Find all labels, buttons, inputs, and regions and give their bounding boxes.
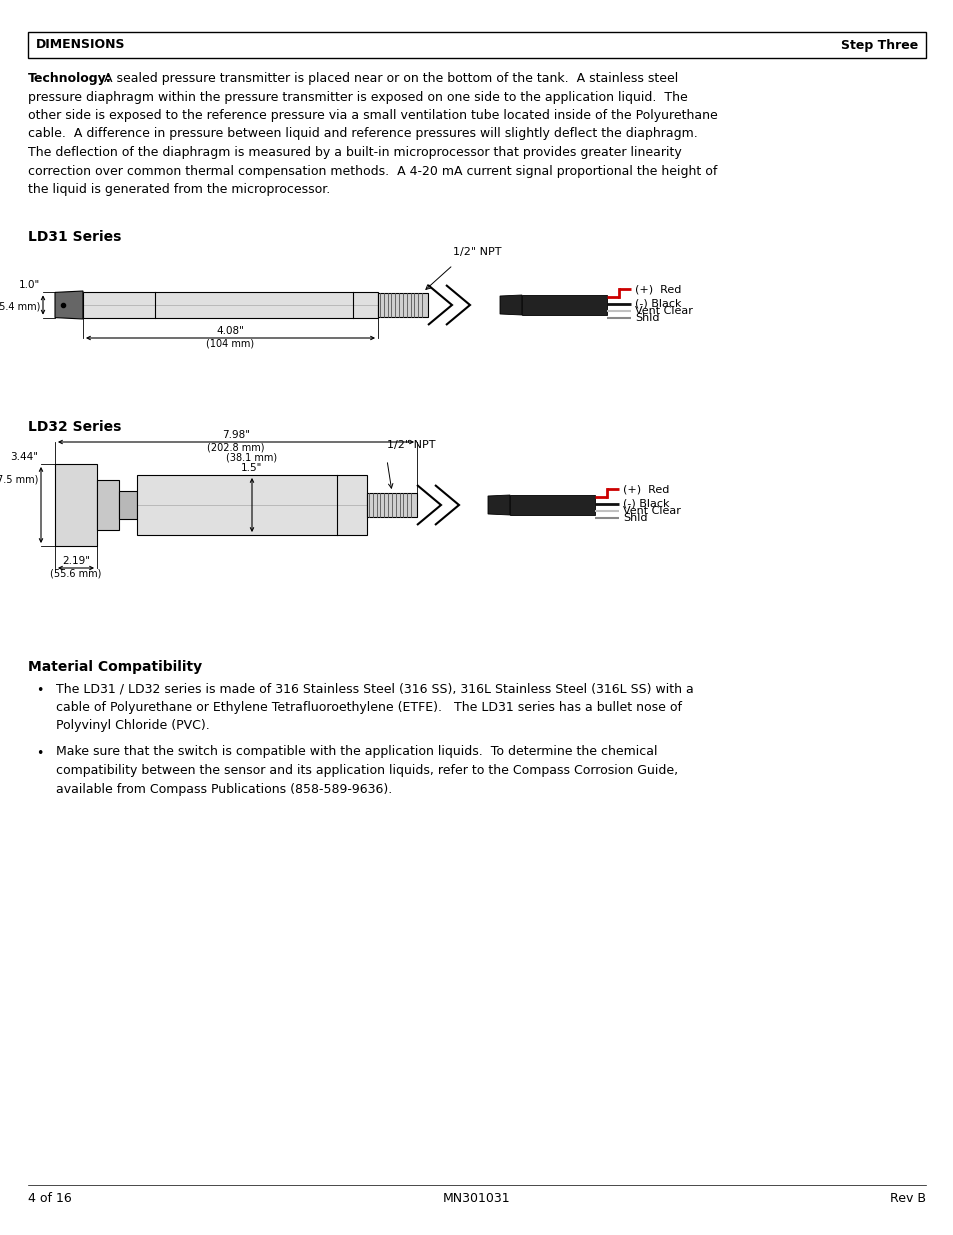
Text: 1.0": 1.0" xyxy=(19,280,40,290)
Bar xyxy=(55,464,97,546)
Bar xyxy=(510,495,595,515)
Text: •: • xyxy=(36,747,44,761)
Bar xyxy=(377,293,428,317)
Text: cable of Polyurethane or Ethylene Tetrafluoroethylene (ETFE).   The LD31 series : cable of Polyurethane or Ethylene Tetraf… xyxy=(56,700,681,714)
Text: pressure diaphragm within the pressure transmitter is exposed on one side to the: pressure diaphragm within the pressure t… xyxy=(28,90,687,104)
Text: A sealed pressure transmitter is placed near or on the bottom of the tank.  A st: A sealed pressure transmitter is placed … xyxy=(96,72,678,85)
Polygon shape xyxy=(499,295,521,315)
Text: Vent Clear: Vent Clear xyxy=(635,306,692,316)
Text: DIMENSIONS: DIMENSIONS xyxy=(36,38,126,52)
Text: the liquid is generated from the microprocessor.: the liquid is generated from the micropr… xyxy=(28,183,330,196)
Text: LD32 Series: LD32 Series xyxy=(28,420,121,433)
Bar xyxy=(521,295,606,315)
Text: (202.8 mm): (202.8 mm) xyxy=(207,443,265,453)
Text: Vent Clear: Vent Clear xyxy=(622,506,680,516)
Bar xyxy=(367,493,416,517)
Text: Polyvinyl Chloride (PVC).: Polyvinyl Chloride (PVC). xyxy=(56,719,210,732)
Bar xyxy=(97,480,119,530)
Text: (-) Black: (-) Black xyxy=(635,299,680,309)
Text: Step Three: Step Three xyxy=(840,38,917,52)
Text: correction over common thermal compensation methods.  A 4-20 mA current signal p: correction over common thermal compensat… xyxy=(28,164,717,178)
Text: Material Compatibility: Material Compatibility xyxy=(28,659,202,674)
Text: 4.08": 4.08" xyxy=(216,326,244,336)
Text: The deflection of the diaphragm is measured by a built-in microprocessor that pr: The deflection of the diaphragm is measu… xyxy=(28,146,681,159)
Text: MN301031: MN301031 xyxy=(443,1192,510,1205)
Text: (38.1 mm): (38.1 mm) xyxy=(226,452,277,462)
Text: 1.5": 1.5" xyxy=(241,463,262,473)
Text: cable.  A difference in pressure between liquid and reference pressures will sli: cable. A difference in pressure between … xyxy=(28,127,697,141)
Bar xyxy=(119,492,137,519)
Text: compatibility between the sensor and its application liquids, refer to the Compa: compatibility between the sensor and its… xyxy=(56,764,678,777)
Text: Shld: Shld xyxy=(635,312,659,324)
Text: LD31 Series: LD31 Series xyxy=(28,230,121,245)
Polygon shape xyxy=(55,291,83,319)
Text: (+)  Red: (+) Red xyxy=(635,284,680,294)
Text: 7.98": 7.98" xyxy=(222,430,250,440)
Text: 3.44": 3.44" xyxy=(10,452,38,462)
Text: other side is exposed to the reference pressure via a small ventilation tube loc: other side is exposed to the reference p… xyxy=(28,109,717,122)
Text: Technology:: Technology: xyxy=(28,72,112,85)
Bar xyxy=(28,32,925,58)
Text: (-) Black: (-) Black xyxy=(622,499,669,509)
Text: 4 of 16: 4 of 16 xyxy=(28,1192,71,1205)
Polygon shape xyxy=(488,495,510,515)
Text: Shld: Shld xyxy=(622,513,647,522)
Text: •: • xyxy=(36,684,44,697)
Text: Rev B: Rev B xyxy=(889,1192,925,1205)
Text: The LD31 / LD32 series is made of 316 Stainless Steel (316 SS), 316L Stainless S: The LD31 / LD32 series is made of 316 St… xyxy=(56,682,693,695)
Text: Make sure that the switch is compatible with the application liquids.  To determ: Make sure that the switch is compatible … xyxy=(56,746,657,758)
Text: 2.19": 2.19" xyxy=(62,556,90,566)
Bar xyxy=(83,291,377,317)
Text: (104 mm): (104 mm) xyxy=(206,338,254,350)
Bar xyxy=(137,475,367,535)
Text: 1/2" NPT: 1/2" NPT xyxy=(453,247,501,257)
Text: (+)  Red: (+) Red xyxy=(622,484,669,494)
Text: (87.5 mm): (87.5 mm) xyxy=(0,474,38,484)
Text: (55.6 mm): (55.6 mm) xyxy=(51,569,102,579)
Text: 1/2" NPT: 1/2" NPT xyxy=(387,440,435,450)
Text: available from Compass Publications (858-589-9636).: available from Compass Publications (858… xyxy=(56,783,392,795)
Text: (25.4 mm): (25.4 mm) xyxy=(0,301,40,311)
